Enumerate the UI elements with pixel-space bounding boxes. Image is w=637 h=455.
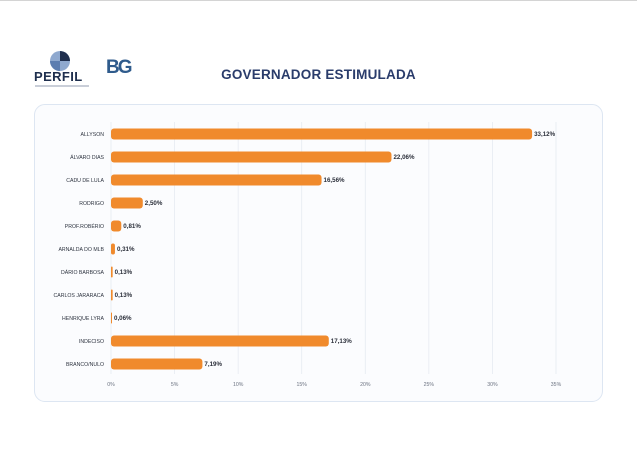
category-label: INDECISO bbox=[79, 339, 104, 345]
category-label: ALLYSON bbox=[80, 132, 104, 138]
category-label: HENRIQUE LYRA bbox=[62, 316, 105, 322]
value-label: 16,56% bbox=[324, 177, 345, 184]
x-tick-label: 20% bbox=[360, 382, 371, 388]
bar bbox=[111, 174, 322, 186]
category-label: BRANCO/NULO bbox=[66, 362, 104, 368]
x-tick-label: 30% bbox=[487, 382, 498, 388]
value-label: 0,13% bbox=[115, 292, 133, 299]
bar bbox=[111, 220, 122, 232]
bar bbox=[111, 243, 115, 255]
value-label: 0,81% bbox=[123, 223, 141, 230]
bg-logo: BG bbox=[106, 57, 132, 78]
value-label: 33,12% bbox=[534, 131, 555, 138]
category-label: ÁLVARO DIAS bbox=[70, 154, 104, 161]
bar bbox=[111, 128, 533, 140]
x-tick-label: 10% bbox=[233, 382, 244, 388]
bar bbox=[111, 335, 329, 347]
bar bbox=[111, 358, 203, 370]
labels: 0% 5% 10% 15% 20% 25% 30% 35% ALLYSON 33,12% ÁLVAR… bbox=[54, 131, 562, 388]
value-label: 7,19% bbox=[204, 361, 222, 368]
value-label: 0,13% bbox=[115, 269, 133, 276]
x-tick-label: 35% bbox=[551, 382, 562, 388]
value-label: 0,31% bbox=[117, 246, 135, 253]
bar bbox=[111, 289, 113, 301]
category-label: DÁRIO BARBOSA bbox=[61, 269, 104, 276]
bars bbox=[111, 128, 533, 370]
bar bbox=[111, 197, 143, 209]
value-label: 2,50% bbox=[145, 200, 163, 207]
perfil-logo: PERFIL bbox=[34, 50, 90, 90]
perfil-logo-tagline bbox=[35, 85, 89, 87]
page-title: GOVERNADOR ESTIMULADA bbox=[221, 67, 416, 82]
category-label: PROF.ROBÉRIO bbox=[65, 223, 104, 230]
x-tick-label: 25% bbox=[424, 382, 435, 388]
perfil-logo-text: PERFIL bbox=[34, 69, 83, 84]
perfil-globe-icon bbox=[50, 51, 70, 71]
category-label: ARNALDA DO MLB bbox=[58, 247, 104, 253]
category-label: RODRIGO bbox=[79, 201, 104, 207]
top-divider bbox=[0, 0, 637, 1]
x-tick-label: 15% bbox=[297, 382, 308, 388]
value-label: 17,13% bbox=[331, 338, 352, 345]
category-label: CARLOS JARARACA bbox=[54, 293, 105, 299]
x-tick-label: 0% bbox=[107, 382, 115, 388]
category-label: CADU DE LULA bbox=[66, 178, 104, 184]
bar bbox=[111, 266, 113, 278]
value-label: 0,06% bbox=[114, 315, 132, 322]
value-label: 22,06% bbox=[393, 154, 414, 161]
bar bbox=[111, 312, 112, 324]
x-tick-label: 5% bbox=[171, 382, 179, 388]
bar bbox=[111, 151, 392, 163]
